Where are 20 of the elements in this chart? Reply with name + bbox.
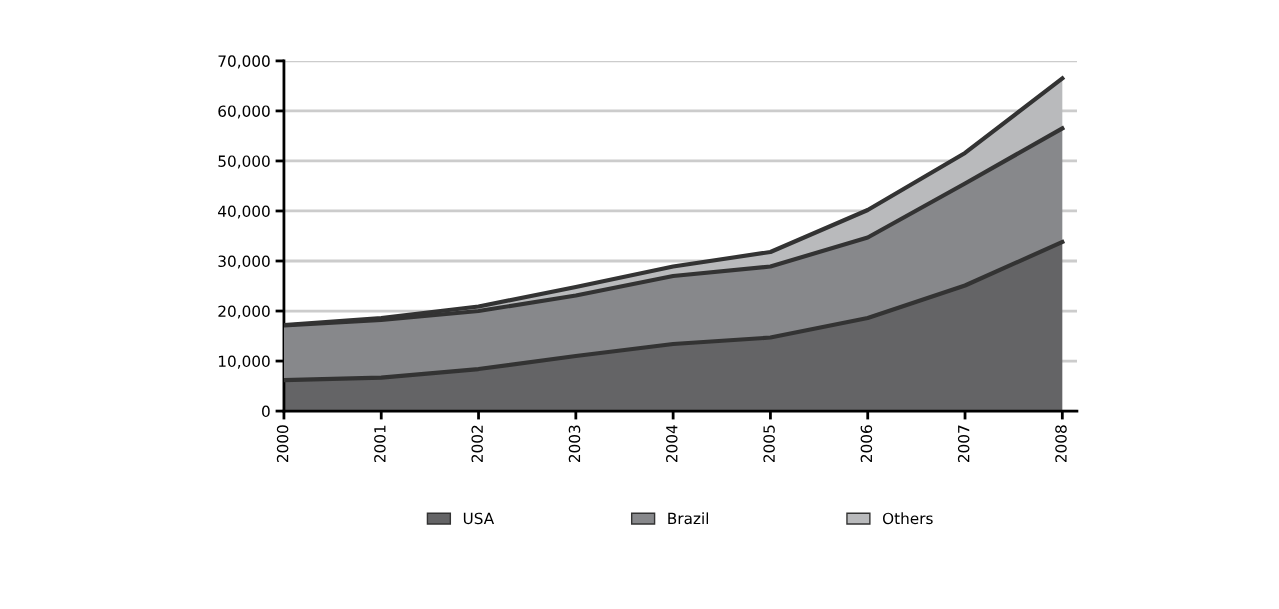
x-tick-label: 2000 [276,425,289,463]
y-tick-label: 0 [262,405,270,418]
y-tick-label: 60,000 [218,105,270,119]
x-tick-label: 2003 [568,425,581,463]
x-tick-label: 2008 [1055,425,1067,463]
y-tick-label: 50,000 [218,155,270,169]
y-tick-label: 40,000 [218,205,270,219]
y-tick-label: 70,000 [218,55,270,69]
legend-label: Brazil [668,512,709,525]
x-tick-label: 2002 [471,425,483,463]
y-tick-label: 30,000 [218,255,270,269]
x-tick-label: 2005 [763,425,775,463]
x-tick-label: 2001 [374,425,386,463]
y-tick-label: 20,000 [218,305,270,319]
x-tick-label: 2007 [957,425,970,463]
legend-label: USA [463,512,495,525]
x-tick-label: 2006 [860,425,873,463]
x-tick-label: 2004 [666,425,678,463]
y-tick-label: 10,000 [218,355,270,369]
legend-label: Others [882,512,933,525]
